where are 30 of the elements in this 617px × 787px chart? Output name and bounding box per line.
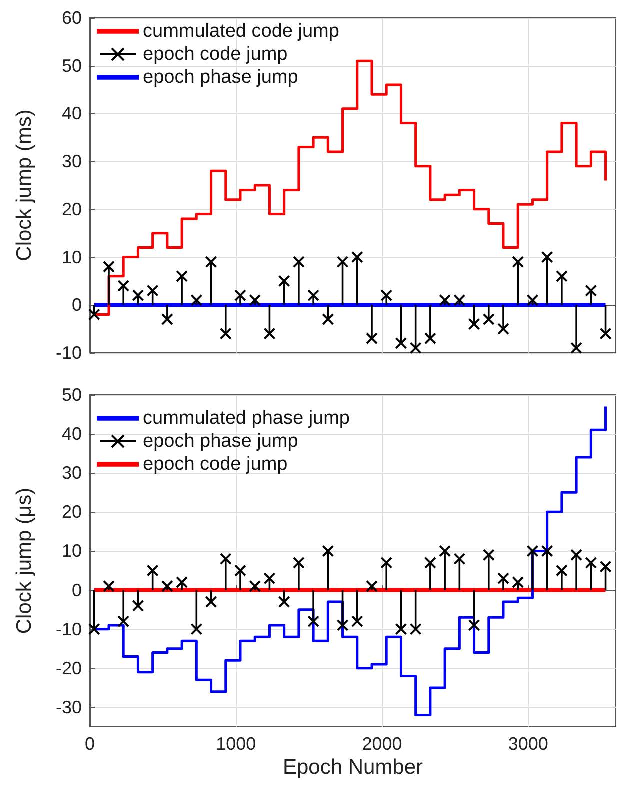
y-tick-label: 30 (62, 463, 82, 484)
y-axis-title: Clock jump (μs) (13, 488, 36, 634)
y-tick-label: -10 (56, 343, 82, 363)
y-tick-label: 20 (62, 502, 82, 522)
y-tick-label: 40 (62, 424, 82, 444)
y-tick-label: -10 (56, 619, 82, 640)
y-tick-label: 10 (62, 541, 82, 562)
legend-label: epoch phase jump (143, 431, 298, 452)
y-tick-label: -30 (56, 697, 82, 718)
x-tick-label: 1000 (216, 734, 256, 754)
x-axis-title: Epoch Number (282, 756, 424, 779)
y-tick-label: 40 (62, 104, 82, 124)
y-tick-label: 0 (72, 295, 82, 316)
x-tick-label: 3000 (508, 734, 548, 754)
legend-label: epoch code jump (143, 454, 288, 475)
x-tick-label: 2000 (362, 734, 402, 754)
legend-label: epoch phase jump (143, 67, 298, 88)
y-tick-label: 50 (62, 385, 82, 405)
y-tick-label: 10 (62, 247, 82, 268)
y-tick-label: 20 (62, 199, 82, 220)
x-tick-label: 0 (84, 734, 96, 754)
y-tick-label: 0 (72, 580, 82, 600)
legend-label: epoch code jump (143, 44, 288, 65)
y-tick-label: -20 (56, 658, 82, 678)
y-tick-label: 50 (62, 56, 82, 76)
y-tick-label: 30 (62, 152, 82, 172)
legend-label: cummulated code jump (143, 21, 340, 42)
y-axis-title: Clock jump (ms) (13, 110, 36, 262)
y-tick-label: 60 (62, 8, 82, 28)
legend-label: cummulated phase jump (143, 408, 350, 429)
